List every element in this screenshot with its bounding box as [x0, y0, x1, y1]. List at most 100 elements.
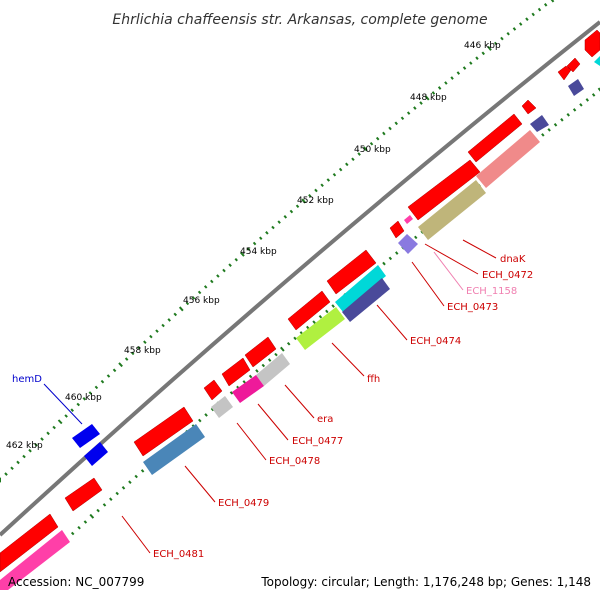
- gene-arrow[interactable]: [64, 477, 103, 512]
- scale-tick: [210, 407, 215, 412]
- scale-tick: [185, 301, 190, 306]
- scale-tick: [109, 497, 113, 501]
- label-leaders: [43, 239, 497, 554]
- gene-hemD-2[interactable]: [84, 442, 108, 466]
- scale-tick: [394, 121, 398, 126]
- leader-ECH_0473: [411, 261, 445, 307]
- gene-label-ECH_0481[interactable]: ECH_0481: [153, 549, 204, 560]
- scale-tick: [140, 469, 145, 473]
- gene-arrow[interactable]: [389, 220, 405, 239]
- gene-block-steelblue[interactable]: [143, 424, 205, 475]
- gene-label-ECH_1158[interactable]: ECH_1158: [466, 286, 517, 297]
- gene-hemD-1[interactable]: [72, 424, 100, 448]
- scale-tick: [106, 374, 111, 378]
- forward-genes: [0, 29, 600, 573]
- gene-block-salmon[interactable]: [476, 130, 540, 188]
- scale-tick: [198, 418, 202, 423]
- scale-tick: [369, 141, 374, 146]
- scale-tick: [252, 241, 257, 246]
- scale-tick: [167, 318, 171, 322]
- accession-text: Accession: NC_007799: [8, 575, 144, 589]
- leader-ECH_0481: [121, 515, 151, 554]
- gene-block-slate[interactable]: [530, 115, 549, 132]
- scale-tick: [388, 126, 392, 131]
- gene-label-ECH_0473[interactable]: ECH_0473: [447, 302, 498, 313]
- scale-tick: [10, 466, 14, 471]
- gene-block-pink-small[interactable]: [404, 215, 413, 224]
- gene-block-cyan[interactable]: [594, 56, 600, 66]
- gene-label-hemD[interactable]: hemD: [12, 374, 42, 385]
- scale-tick: [413, 106, 417, 110]
- scale-tick: [248, 374, 253, 379]
- scale-tick: [541, 133, 545, 137]
- gene-arrow[interactable]: [326, 249, 377, 295]
- gene-block-slate[interactable]: [568, 79, 584, 96]
- gene-arrow[interactable]: [221, 357, 251, 387]
- gene-arrow[interactable]: [584, 29, 600, 58]
- gene-arrow[interactable]: [521, 99, 537, 115]
- scale-tick: [566, 112, 570, 117]
- gene-block-violet[interactable]: [398, 234, 418, 254]
- scale-tick: [102, 503, 107, 507]
- scale-tick: [265, 231, 269, 235]
- scale-tick: [512, 27, 517, 31]
- scale-tick: [382, 261, 386, 266]
- scale-tick: [306, 325, 310, 330]
- gene-label-dnaK[interactable]: dnaK: [500, 254, 526, 265]
- gene-label-ECH_0474[interactable]: ECH_0474: [410, 336, 461, 347]
- scale-tick: [149, 334, 153, 339]
- scale-tick: [161, 323, 165, 328]
- gene-arrow[interactable]: [566, 57, 581, 73]
- scale-tick: [525, 17, 529, 22]
- gene-label-ECH_0477[interactable]: ECH_0477: [292, 436, 343, 447]
- gene-block-lime[interactable]: [296, 307, 345, 350]
- gene-arrow[interactable]: [244, 336, 277, 368]
- gene-block-pink[interactable]: [0, 530, 70, 590]
- scale-ring: [0, 0, 555, 483]
- scale-tick: [560, 118, 564, 122]
- gene-label-ECH_0478[interactable]: ECH_0478: [269, 456, 320, 467]
- scale-tick: [277, 220, 281, 224]
- scale-tick: [406, 111, 411, 115]
- gene-arrow[interactable]: [133, 406, 194, 457]
- gene-block-olive[interactable]: [418, 180, 486, 240]
- gene-label-ffh[interactable]: ffh: [367, 374, 380, 385]
- gene-label-era[interactable]: era: [317, 414, 333, 425]
- tick-452: 452 kbp: [297, 196, 334, 206]
- scale-tick: [301, 198, 307, 204]
- gene-block-magenta[interactable]: [232, 375, 264, 403]
- gene-block-cyan-long[interactable]: [335, 265, 386, 312]
- scale-tick: [382, 131, 386, 136]
- gene-label-ECH_0472[interactable]: ECH_0472: [482, 270, 533, 281]
- scale-tick: [83, 520, 88, 524]
- scale-tick: [124, 357, 129, 361]
- gene-arrow[interactable]: [203, 379, 223, 401]
- gene-arrow[interactable]: [467, 113, 523, 163]
- scale-tick: [283, 215, 288, 219]
- leader-ECH_0478: [236, 422, 267, 461]
- scale-tick: [242, 380, 246, 384]
- scale-tick: [318, 314, 323, 319]
- leader-ECH_1158: [433, 251, 464, 291]
- scale-tick: [222, 268, 226, 273]
- leader-ECH_0479: [184, 465, 216, 503]
- scale-tick: [419, 101, 423, 105]
- gene-arrow[interactable]: [287, 290, 331, 331]
- scale-tick: [112, 368, 117, 373]
- scale-tick: [274, 352, 278, 357]
- scale-tick: [325, 309, 329, 314]
- scale-tick: [414, 235, 418, 240]
- gene-block-slate-long[interactable]: [342, 278, 390, 322]
- scale-tick: [338, 167, 343, 172]
- gene-block-grey[interactable]: [256, 353, 290, 386]
- scale-tick: [261, 363, 266, 368]
- gene-arrow[interactable]: [407, 159, 481, 221]
- gene-block-grey-small[interactable]: [211, 396, 233, 418]
- tick-462: 462 kbp: [6, 441, 43, 451]
- scale-tick: [481, 51, 485, 56]
- gene-arrow[interactable]: [0, 513, 59, 573]
- gene-label-ECH_0479[interactable]: ECH_0479: [218, 498, 269, 509]
- scale-tick: [543, 3, 548, 7]
- scale-tick: [363, 146, 368, 152]
- scale-tick: [375, 136, 380, 141]
